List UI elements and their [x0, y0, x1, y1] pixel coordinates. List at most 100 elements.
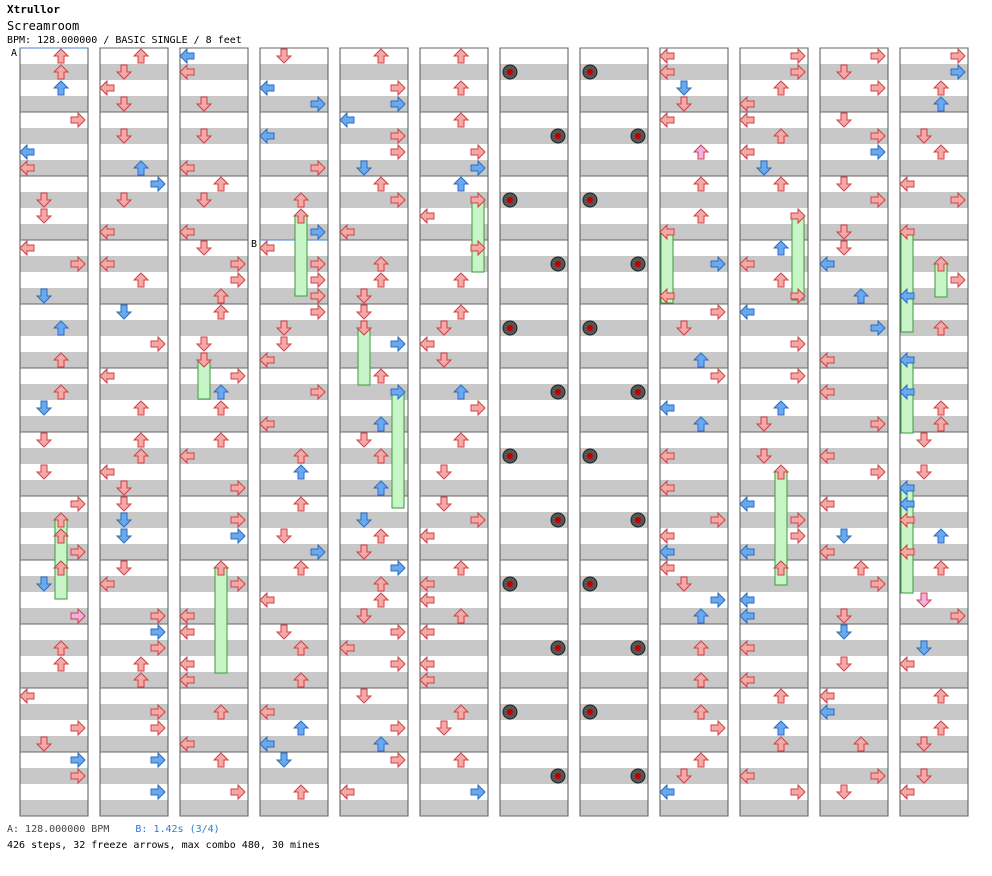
step-arrow [452, 176, 470, 192]
step-arrow [835, 624, 853, 640]
freeze-arrow [900, 231, 914, 333]
step-arrow [19, 239, 35, 257]
step-arrow [932, 96, 950, 112]
beat-stripe [820, 608, 888, 624]
step-arrow [915, 768, 933, 784]
beat-stripe [420, 736, 488, 752]
beat-stripe [580, 384, 648, 400]
beat-stripe [20, 672, 88, 688]
beat-stripe [820, 192, 888, 208]
footer-stats: 426 steps, 32 freeze arrows, max combo 4… [7, 840, 321, 851]
freeze-arrow [391, 391, 405, 509]
step-arrow [212, 384, 230, 400]
beat-stripe [340, 128, 408, 144]
beat-stripe [420, 192, 488, 208]
song-artist: Xtrullor [7, 3, 60, 16]
step-arrow [35, 288, 53, 304]
step-arrow [659, 543, 675, 561]
beat-stripe [340, 768, 408, 784]
mine-core [507, 197, 513, 203]
step-arrow [390, 143, 406, 161]
step-arrow [452, 80, 470, 96]
step-arrow [710, 255, 726, 273]
step-arrow [372, 592, 390, 608]
step-arrow [292, 720, 310, 736]
step-arrow [932, 320, 950, 336]
step-arrow [692, 752, 710, 768]
beat-stripe [580, 704, 648, 720]
beat-stripe [740, 320, 808, 336]
step-arrow [470, 159, 486, 177]
beat-stripe [580, 448, 648, 464]
beat-stripe [740, 352, 808, 368]
step-arrow [35, 576, 53, 592]
step-arrow [835, 176, 853, 192]
beat-stripe [900, 640, 968, 656]
beat-stripe [740, 416, 808, 432]
chart-meta: BPM: 128.000000 / BASIC SINGLE / 8 feet [7, 35, 242, 46]
step-arrow [899, 383, 915, 401]
beat-stripe [340, 608, 408, 624]
step-arrow [899, 175, 915, 193]
beat-stripe [820, 352, 888, 368]
beat-stripe [900, 384, 968, 400]
step-arrow [739, 767, 755, 785]
step-arrow [259, 127, 275, 145]
beat-stripe [820, 448, 888, 464]
beat-stripe [420, 416, 488, 432]
step-arrow [195, 240, 213, 256]
step-arrow [390, 719, 406, 737]
beat-stripe [20, 416, 88, 432]
step-arrow [452, 560, 470, 576]
step-arrow [132, 272, 150, 288]
step-arrow [870, 47, 886, 65]
mine-core [587, 197, 593, 203]
step-arrow [310, 383, 326, 401]
beat-stripe [420, 480, 488, 496]
beat-stripe [100, 736, 168, 752]
step-arrow [739, 143, 755, 161]
beat-stripe [500, 256, 568, 272]
step-arrow [372, 736, 390, 752]
step-arrow [419, 671, 435, 689]
step-arrow [195, 96, 213, 112]
beat-stripe [340, 704, 408, 720]
beat-stripe [820, 96, 888, 112]
beat-stripe [340, 384, 408, 400]
beat-stripe [580, 128, 648, 144]
step-arrow [99, 463, 115, 481]
beat-stripe [900, 64, 968, 80]
beat-stripe [100, 704, 168, 720]
beat-stripe [20, 448, 88, 464]
beat-stripe [340, 640, 408, 656]
beat-stripe [20, 160, 88, 176]
mine-core [555, 773, 561, 779]
beat-stripe [580, 320, 648, 336]
beat-stripe [740, 288, 808, 304]
beat-stripe [20, 128, 88, 144]
step-arrow [932, 528, 950, 544]
step-arrow [292, 208, 310, 224]
beat-stripe [500, 480, 568, 496]
step-arrow [659, 399, 675, 417]
beat-stripe [500, 608, 568, 624]
step-arrow [692, 640, 710, 656]
beat-stripe [260, 64, 328, 80]
beat-stripe [660, 448, 728, 464]
step-arrow [292, 784, 310, 800]
beat-stripe [740, 160, 808, 176]
step-arrow [739, 303, 755, 321]
beat-stripe [740, 704, 808, 720]
step-arrow [70, 767, 86, 785]
beat-stripe [180, 800, 248, 816]
beat-stripe [740, 384, 808, 400]
step-arrow [52, 320, 70, 336]
beat-stripe [100, 800, 168, 816]
beat-stripe [820, 320, 888, 336]
beat-stripe [100, 416, 168, 432]
step-arrow [179, 47, 195, 65]
step-arrow [790, 207, 806, 225]
step-arrow [435, 352, 453, 368]
step-arrow [275, 528, 293, 544]
step-arrow [179, 159, 195, 177]
